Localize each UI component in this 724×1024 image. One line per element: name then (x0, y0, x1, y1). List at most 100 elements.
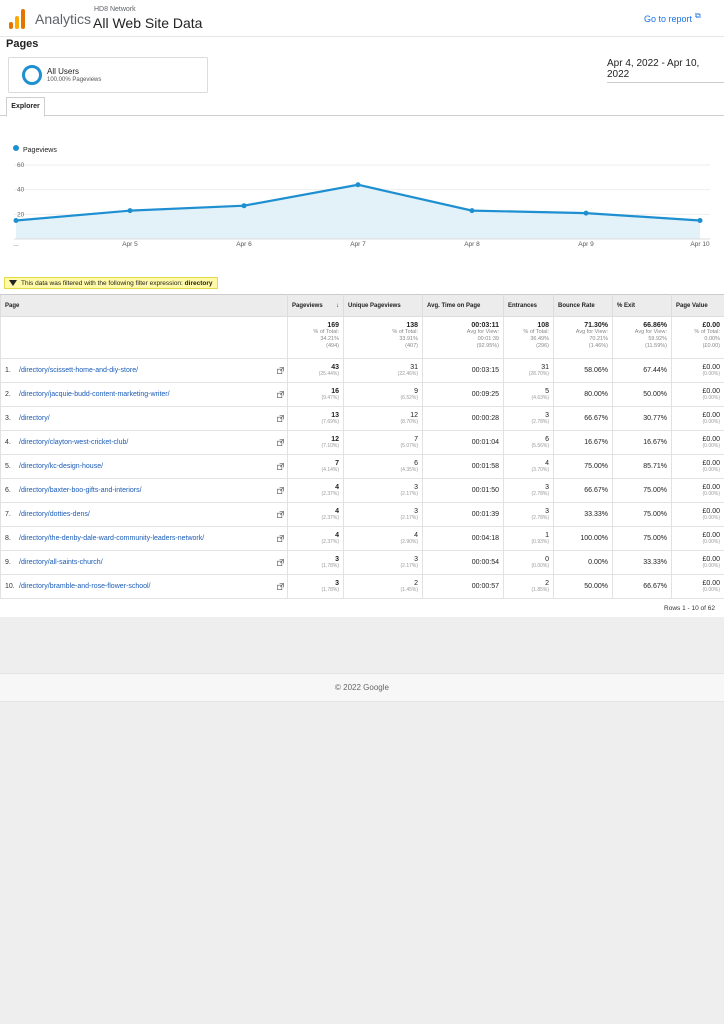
col-bounce-rate[interactable]: Bounce Rate (553, 294, 613, 317)
unique-pageviews-cell-percent: (2.17%) (400, 515, 418, 521)
pageviews-cell: 12 (7.10%) (287, 430, 344, 455)
page-link[interactable]: /directory/bramble-and-rose-flower-schoo… (19, 583, 151, 590)
y-tick-label: 40 (17, 187, 25, 194)
page-link[interactable]: /directory/scissett-home-and-diy-store/ (19, 367, 139, 374)
totals-detail: 59.92% (648, 336, 667, 342)
entrances-cell: 31 (28.70%) (503, 358, 554, 383)
bounce-rate-cell: 66.67% (553, 406, 613, 431)
go-to-report-link[interactable]: Go to report ⧉ (644, 11, 701, 25)
page-link[interactable]: /directory/clayton-west-cricket-club/ (19, 439, 129, 446)
col-exit[interactable]: % Exit (612, 294, 672, 317)
col-avg-time[interactable]: Avg. Time on Page (422, 294, 504, 317)
entrances-cell-value: 0 (545, 556, 549, 563)
avg-time-cell-value: 00:00:54 (471, 559, 499, 566)
open-page-icon[interactable] (277, 439, 284, 446)
entrances-cell: 6 (5.56%) (503, 430, 554, 455)
go-to-report-label: Go to report (644, 14, 693, 24)
entrances-cell-percent: (3.70%) (531, 467, 549, 473)
unique-pageviews-cell-percent: (2.90%) (400, 539, 418, 545)
row-number: 4. (5, 439, 11, 446)
page-link[interactable]: /directory/jacquie-budd-content-marketin… (19, 391, 170, 398)
data-point (355, 182, 361, 188)
pageviews-cell-value: 43 (331, 364, 339, 371)
unique-pageviews-cell-value: 2 (414, 580, 418, 587)
col-page[interactable]: Page (0, 294, 288, 317)
segment-name: All Users (47, 67, 80, 76)
exit-cell: 66.67% (612, 574, 672, 599)
brand-name: Analytics (35, 11, 92, 27)
y-tick-label: 60 (17, 162, 25, 169)
col-page-value[interactable]: Page Value (671, 294, 724, 317)
pageviews-cell-value: 13 (331, 412, 339, 419)
table-row: 5./directory/kc-design-house/7 (4.14%) 6 (4… (0, 454, 724, 479)
pageviews-cell-value: 4 (335, 532, 339, 539)
page-link[interactable]: /directory/baxter-boo-gifts-and-interior… (19, 487, 142, 494)
date-range[interactable]: Apr 4, 2022 - Apr 10, 2022 (607, 58, 724, 83)
table-row: 4. /directory/clayton-west-cricket-club/1… (0, 430, 724, 455)
page-link[interactable]: /directory/kc-design-house/ (19, 463, 104, 470)
open-page-icon[interactable] (277, 367, 284, 374)
page-value-cell-value: £0.00 (702, 364, 720, 371)
tab-explorer[interactable]: Explorer (6, 97, 45, 117)
totals-detail: (1.46%) (588, 343, 608, 349)
unique-pageviews-cell: 7 (5.07%) (343, 430, 423, 455)
row-number: 3. (5, 415, 11, 422)
open-page-icon[interactable] (277, 511, 284, 518)
totals-detail: 0.00% (704, 336, 720, 342)
open-page-icon[interactable] (277, 391, 284, 398)
page-cell: 4. /directory/clayton-west-cricket-club/ (0, 430, 288, 455)
unique-pageviews-cell-percent: (2.17%) (400, 491, 418, 497)
entrances-cell: 3 (2.78%) (503, 406, 554, 431)
pageviews-cell-value: 12 (331, 436, 339, 443)
open-page-icon[interactable] (277, 415, 284, 422)
avg-time-cell-value: 00:04:18 (471, 535, 499, 542)
row-number: 10. (5, 583, 15, 590)
entrances-cell-percent: (28.70%) (528, 371, 549, 377)
exit-cell-value: 66.67% (643, 583, 667, 590)
page-value-cell: £0.00 (0.00%) (671, 550, 724, 575)
col-entrances[interactable]: Entrances (503, 294, 554, 317)
totals-detail: (494) (326, 343, 339, 349)
entrances-cell: 5 (4.63%) (503, 382, 554, 407)
page-link[interactable]: /directory/ (19, 415, 50, 422)
open-page-icon[interactable] (277, 559, 284, 566)
totals-detail: 33.91% (399, 336, 418, 342)
open-page-icon[interactable] (277, 487, 284, 494)
pageviews-cell-percent: (7.69%) (321, 419, 339, 425)
entrances-cell: 2 (1.85%) (503, 574, 554, 599)
page-title: Pages (6, 38, 39, 50)
pageviews-cell: 4 (2.37%) (287, 502, 344, 527)
pageviews-cell: 13 (7.69%) (287, 406, 344, 431)
avg-time-cell: 00:01:04 (422, 430, 504, 455)
pageviews-cell-value: 3 (335, 556, 339, 563)
segment-card[interactable]: All Users 100.00% Pageviews (8, 57, 208, 93)
unique-pageviews-cell: 2 (1.45%) (343, 574, 423, 599)
table-row: 9./directory/all-saints-church/3 (1.78%) 3… (0, 550, 724, 575)
page-link[interactable]: /directory/dotties-dens/ (19, 511, 90, 518)
exit-cell: 67.44% (612, 358, 672, 383)
unique-pageviews-cell-value: 9 (414, 388, 418, 395)
page-value-cell: £0.00 (0.00%) (671, 526, 724, 551)
open-page-icon[interactable] (277, 463, 284, 470)
page-value-cell: £0.00 (0.00%) (671, 574, 724, 599)
page-link[interactable]: /directory/the-denby-dale-ward-community… (19, 535, 205, 542)
legend-label: Pageviews (23, 147, 57, 154)
open-page-icon[interactable] (277, 583, 284, 590)
table-row: 2. /directory/jacquie-budd-content-market… (0, 382, 724, 407)
entrances-cell: 0 (0.00%) (503, 550, 554, 575)
unique-pageviews-cell-value: 3 (414, 508, 418, 515)
page-link[interactable]: /directory/all-saints-church/ (19, 559, 103, 566)
pageviews-cell: 3 (1.78%) (287, 550, 344, 575)
totals-detail: 70.21% (589, 336, 608, 342)
table-row: 7./directory/dotties-dens/4 (2.37%) 3 (2.17… (0, 502, 724, 527)
exit-cell: 50.00% (612, 382, 672, 407)
pageviews-cell-value: 4 (335, 508, 339, 515)
totals-label (0, 316, 288, 359)
page-cell: 3. /directory/ (0, 406, 288, 431)
open-page-icon[interactable] (277, 535, 284, 542)
col-pageviews[interactable]: Pageviews ↓ (287, 294, 344, 317)
col-unique-pageviews[interactable]: Unique Pageviews (343, 294, 423, 317)
avg-time-cell: 00:00:57 (422, 574, 504, 599)
table-row: 3./directory/13 (7.69%) 12 (8.70%) 00:00:28 3… (0, 406, 724, 431)
